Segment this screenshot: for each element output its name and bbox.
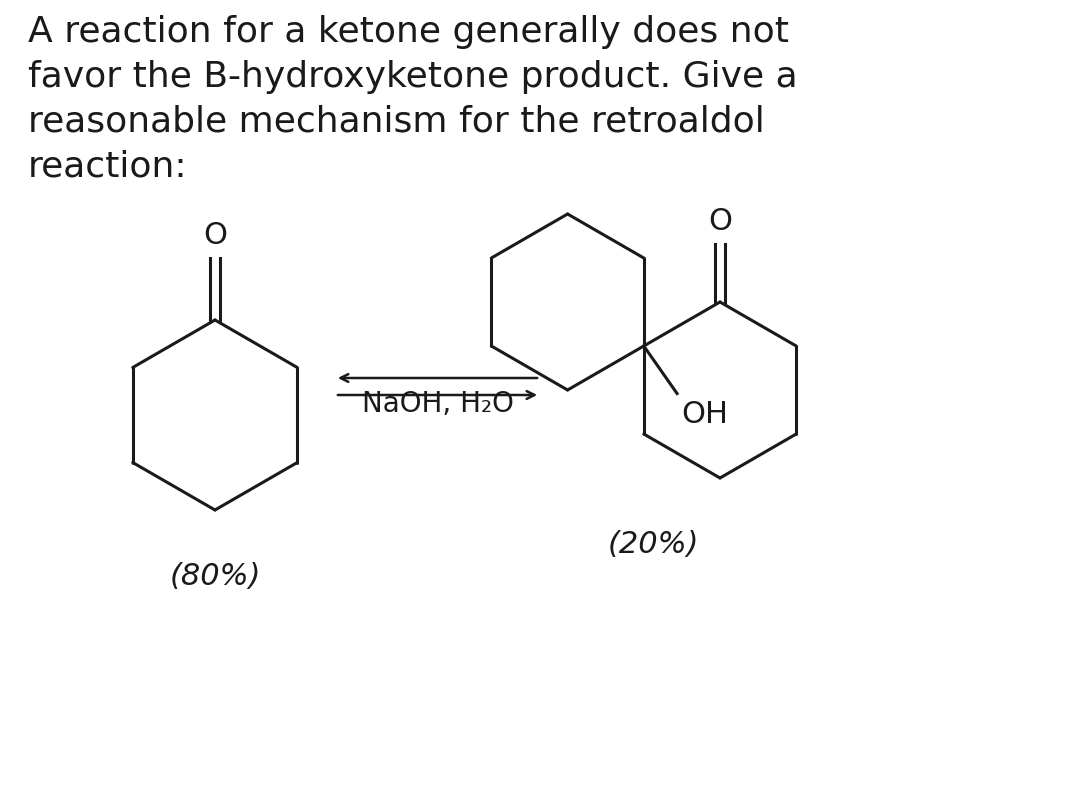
Text: (80%): (80%) — [170, 562, 260, 591]
Text: NaOH, H₂O: NaOH, H₂O — [362, 390, 513, 418]
Text: (20%): (20%) — [608, 530, 700, 559]
Text: A reaction for a ketone generally does not
favor the B-hydroxyketone product. Gi: A reaction for a ketone generally does n… — [28, 15, 798, 183]
Text: O: O — [708, 207, 732, 236]
Text: O: O — [203, 221, 227, 250]
Text: OH: OH — [681, 399, 728, 428]
